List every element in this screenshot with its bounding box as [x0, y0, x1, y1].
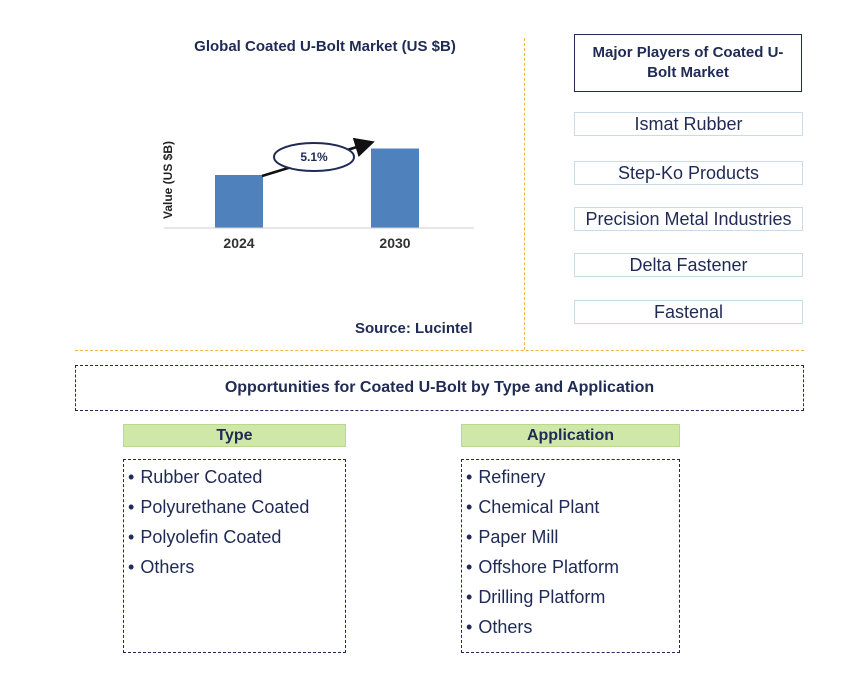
list-item: Paper Mill — [466, 522, 679, 552]
application-list: Refinery Chemical Plant Paper Mill Offsh… — [462, 462, 679, 642]
bar-2024 — [215, 175, 263, 228]
x-tick-label: 2024 — [223, 235, 254, 251]
growth-ellipse — [273, 142, 355, 172]
bars-layer: 2024 2030 — [215, 148, 419, 251]
horizontal-divider — [75, 350, 804, 351]
type-list: Rubber Coated Polyurethane Coated Polyol… — [124, 462, 345, 582]
bar-chart: Value (US $B) 2024 2030 5.1% — [161, 137, 474, 251]
source-label: Source: Lucintel — [355, 320, 473, 337]
type-list-box: Rubber Coated Polyurethane Coated Polyol… — [123, 459, 346, 653]
list-item: Refinery — [466, 462, 679, 492]
type-heading: Type — [123, 424, 346, 447]
player-item: Ismat Rubber — [574, 112, 803, 136]
player-item: Fastenal — [574, 300, 803, 324]
list-item: Polyurethane Coated — [128, 492, 345, 522]
application-heading: Application — [461, 424, 680, 447]
vertical-divider — [524, 38, 525, 350]
list-item: Drilling Platform — [466, 582, 679, 612]
player-item: Delta Fastener — [574, 253, 803, 277]
chart-title: Global Coated U-Bolt Market (US $B) — [194, 38, 456, 55]
x-tick-label: 2030 — [379, 235, 410, 251]
list-item: Rubber Coated — [128, 462, 345, 492]
list-item: Polyolefin Coated — [128, 522, 345, 552]
player-item: Step-Ko Products — [574, 161, 803, 185]
opportunities-title: Opportunities for Coated U-Bolt by Type … — [75, 365, 804, 411]
list-item: Offshore Platform — [466, 552, 679, 582]
y-axis-label: Value (US $B) — [161, 141, 175, 219]
list-item: Chemical Plant — [466, 492, 679, 522]
player-item: Precision Metal Industries — [574, 207, 803, 231]
growth-label: 5.1% — [300, 150, 328, 164]
application-list-box: Refinery Chemical Plant Paper Mill Offsh… — [461, 459, 680, 653]
players-title: Major Players of Coated U-Bolt Market — [574, 34, 802, 92]
list-item: Others — [128, 552, 345, 582]
growth-annotation: 5.1% — [261, 137, 375, 178]
list-item: Others — [466, 612, 679, 642]
bar-2030 — [371, 148, 419, 228]
